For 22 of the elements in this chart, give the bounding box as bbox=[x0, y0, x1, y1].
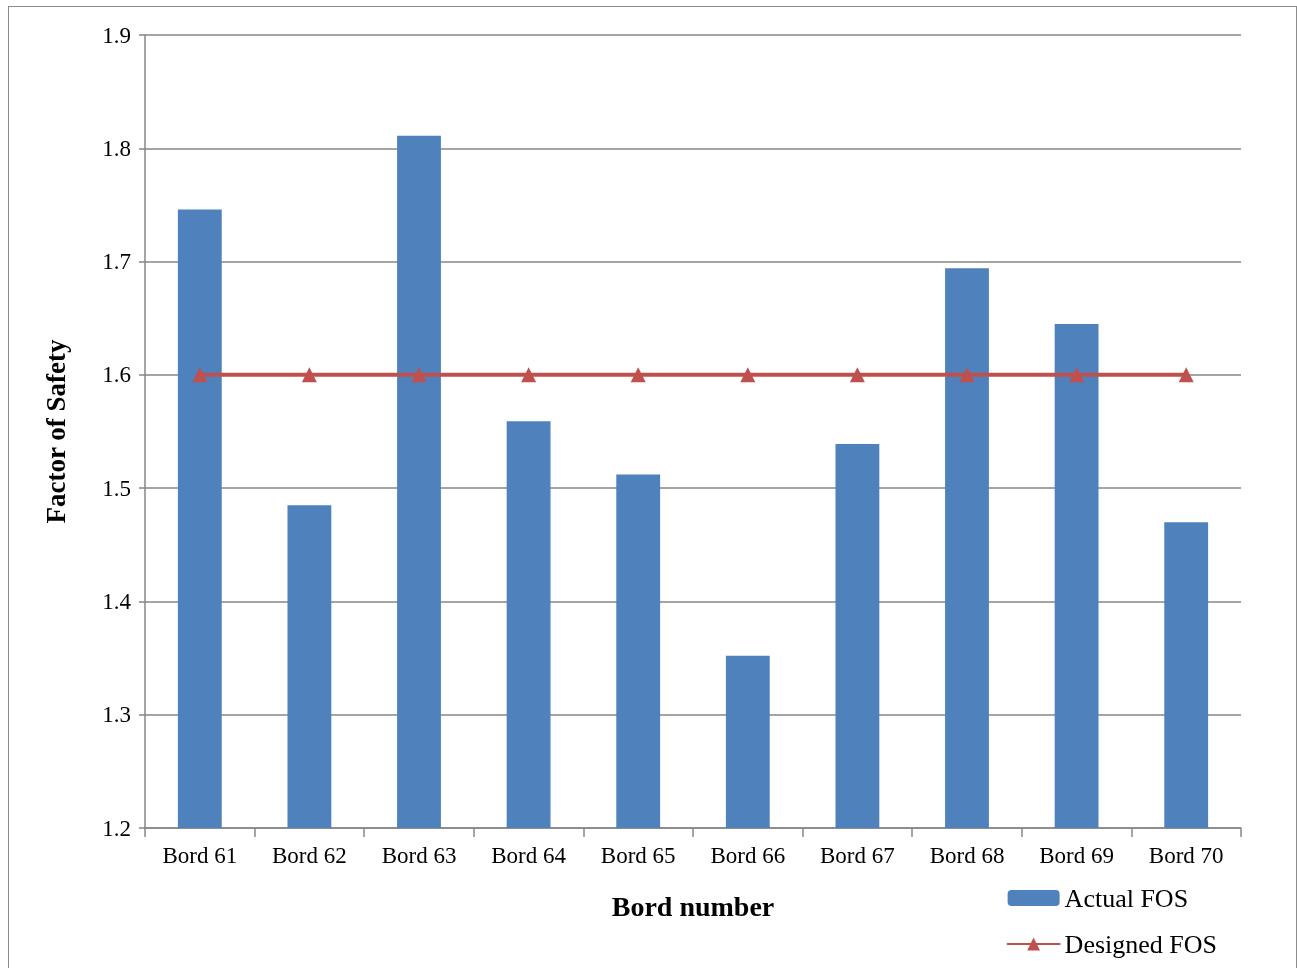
x-tick-label: Bord 65 bbox=[600, 843, 676, 868]
y-tick-label: 1.3 bbox=[102, 702, 131, 728]
x-tick-label: Bord 68 bbox=[929, 843, 1005, 868]
y-tick-label: 1.8 bbox=[102, 135, 131, 161]
y-axis-title: Factor of Safety bbox=[40, 339, 71, 524]
y-tick-label: 1.5 bbox=[102, 475, 131, 501]
x-tick-label: Bord 62 bbox=[272, 843, 347, 868]
y-tick-label: 1.4 bbox=[102, 588, 132, 614]
legend-label: Actual FOS bbox=[1064, 883, 1189, 913]
x-axis-title: Bord number bbox=[611, 890, 775, 922]
x-tick-label: Bord 63 bbox=[381, 843, 457, 868]
x-tick-label: Bord 64 bbox=[491, 843, 567, 868]
x-tick-label: Bord 70 bbox=[1148, 843, 1224, 868]
x-tick-label: Bord 67 bbox=[820, 843, 895, 868]
legend-label: Designed FOS bbox=[1064, 929, 1218, 959]
x-tick-label: Bord 69 bbox=[1039, 843, 1114, 868]
x-tick-label: Bord 61 bbox=[162, 843, 238, 868]
y-tick-label: 1.7 bbox=[102, 249, 131, 275]
y-tick-label: 1.9 bbox=[102, 22, 131, 48]
x-tick-label: Bord 66 bbox=[710, 843, 786, 868]
y-tick-label: 1.6 bbox=[102, 362, 131, 388]
y-tick-label: 1.2 bbox=[102, 815, 131, 841]
